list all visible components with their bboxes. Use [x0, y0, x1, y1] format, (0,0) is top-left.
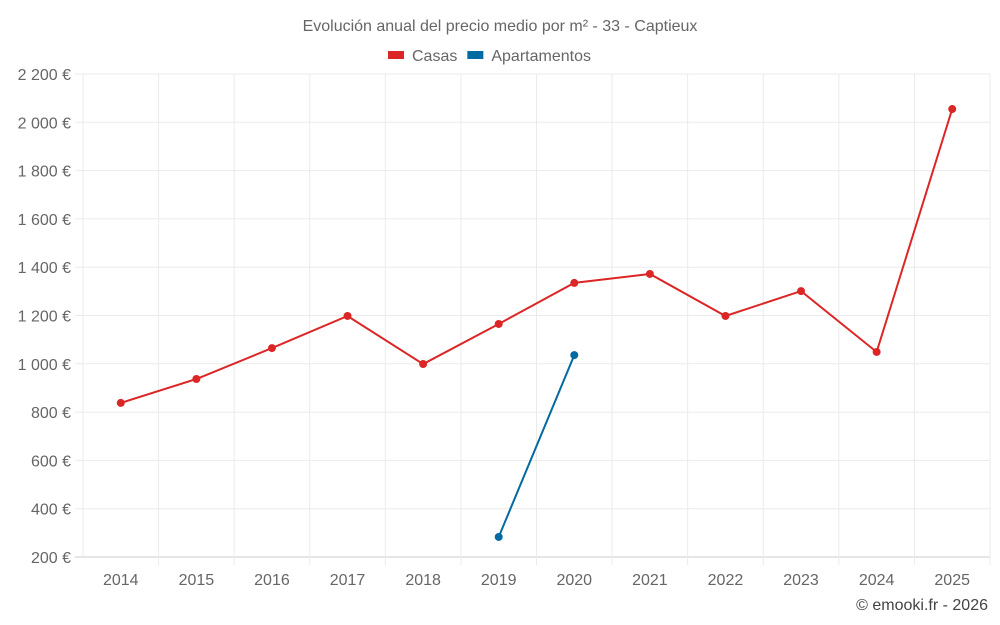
legend-label: Apartamentos [491, 48, 591, 65]
data-point [494, 319, 503, 328]
data-point [494, 532, 503, 541]
x-tick-label: 2019 [481, 572, 517, 589]
y-tick-label: 2 200 € [18, 67, 71, 84]
data-point [570, 351, 579, 360]
chart-title: Evolución anual del precio medio por m² … [303, 18, 698, 35]
x-tick-label: 2025 [934, 572, 970, 589]
y-tick-label: 1 800 € [18, 164, 71, 181]
legend: Casas Apartamentos [388, 48, 591, 65]
axes: 200 € 400 € 600 € 800 € 1 000 € 1 200 € 1 400 … [18, 67, 970, 589]
series [116, 105, 957, 541]
data-point [419, 360, 428, 369]
x-tick-label: 2023 [783, 572, 819, 589]
data-point [116, 398, 125, 407]
legend-label: Casas [412, 48, 457, 65]
series-line-apartamentos [497, 354, 576, 538]
x-tick-label: 2021 [632, 572, 668, 589]
grid [75, 73, 991, 565]
data-point [267, 344, 276, 353]
legend-swatch [388, 51, 404, 59]
y-tick-label: 800 € [31, 405, 71, 422]
x-tick-label: 2022 [708, 572, 744, 589]
x-tick-label: 2024 [859, 572, 895, 589]
y-tick-label: 1 400 € [18, 260, 71, 277]
y-tick-label: 200 € [31, 550, 71, 567]
footer-credit: © emooki.fr - 2026 [856, 597, 988, 614]
data-point [872, 347, 881, 356]
x-tick-label: 2018 [405, 572, 441, 589]
data-point [948, 105, 957, 114]
x-tick-label: 2016 [254, 572, 290, 589]
x-tick-label: 2015 [179, 572, 215, 589]
data-point [192, 375, 201, 384]
data-point [721, 311, 730, 320]
x-tick-label: 2020 [556, 572, 592, 589]
data-point [343, 311, 352, 320]
data-point [570, 278, 579, 287]
y-tick-label: 1 600 € [18, 212, 71, 229]
x-tick-label: 2017 [330, 572, 366, 589]
legend-swatch [467, 51, 484, 59]
y-tick-label: 600 € [31, 453, 71, 470]
y-tick-label: 1 200 € [18, 309, 71, 326]
series-line-casas [120, 108, 954, 404]
data-point [797, 287, 806, 296]
y-tick-label: 1 000 € [18, 357, 71, 374]
x-tick-label: 2014 [103, 572, 139, 589]
y-tick-label: 400 € [31, 502, 71, 519]
y-tick-label: 2 000 € [18, 115, 71, 132]
data-point [645, 269, 654, 278]
